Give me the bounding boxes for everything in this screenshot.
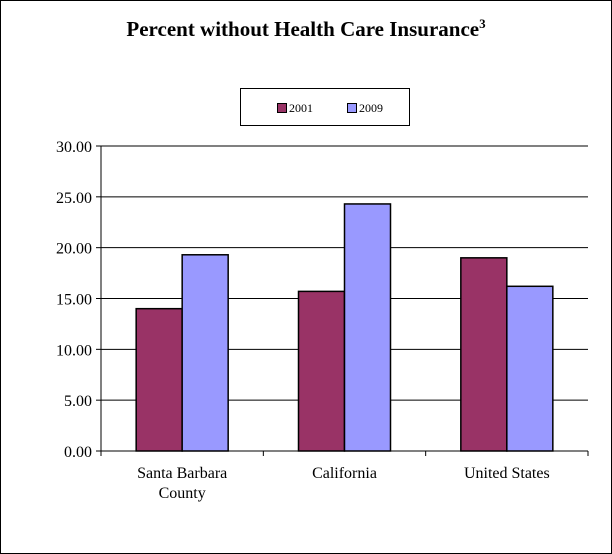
chart-title-footnote: 3 <box>479 16 486 31</box>
x-tick-label-2-0: United States <box>464 465 550 482</box>
x-tick-label-0-1: County <box>159 485 206 502</box>
y-tick-label-3: 15.00 <box>56 292 92 309</box>
y-tick-label-2: 10.00 <box>56 342 92 359</box>
legend-label-2001: 2001 <box>289 101 313 115</box>
legend-swatch-2009 <box>347 103 357 114</box>
chart-title: Percent without Health Care Insurance3 <box>0 16 612 42</box>
y-tick-label-0: 0.00 <box>64 444 92 461</box>
chart-legend: 2001 2009 <box>240 88 410 126</box>
x-tick-label-0-0: Santa Barbara <box>137 465 227 482</box>
bar-2009-1 <box>343 203 392 452</box>
chart-title-text: Percent without Health Care Insurance <box>126 17 480 41</box>
y-tick-label-6: 30.00 <box>56 139 92 156</box>
bar-2009-0 <box>181 254 229 452</box>
y-tick-label-1: 5.00 <box>64 393 92 410</box>
bar-2001-2 <box>460 257 508 452</box>
bar-2001-0 <box>135 307 183 452</box>
legend-item-2009: 2009 <box>347 101 383 115</box>
legend-swatch-2001 <box>277 103 287 114</box>
y-tick-label-5: 25.00 <box>56 190 92 207</box>
bar-2001-1 <box>297 290 346 452</box>
bar-2009-2 <box>506 285 554 452</box>
legend-item-2001: 2001 <box>277 101 313 115</box>
x-tick-label-1-0: California <box>312 465 377 482</box>
legend-label-2009: 2009 <box>359 101 383 115</box>
y-tick-label-4: 20.00 <box>56 241 92 258</box>
